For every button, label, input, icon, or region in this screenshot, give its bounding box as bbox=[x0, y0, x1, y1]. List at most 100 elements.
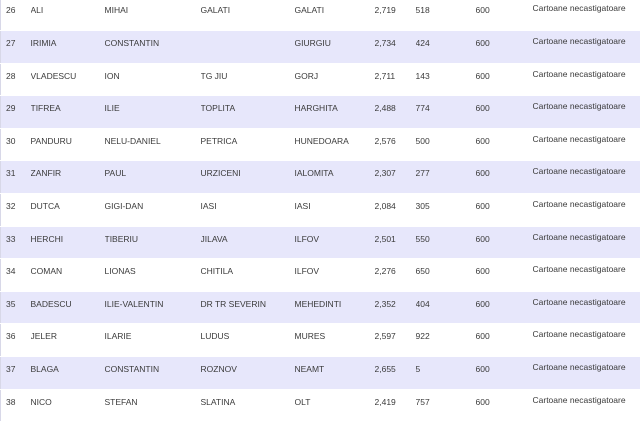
row-index-cell-text: 34 bbox=[6, 266, 16, 277]
status-cell-text: Cartoane necastigatoare bbox=[532, 264, 626, 275]
status-cell-text: Cartoane necastigatoare bbox=[532, 199, 626, 210]
locality-cell: TG JIU bbox=[200, 63, 295, 97]
rank-cell: 774 bbox=[415, 95, 476, 129]
locality-cell-text: URZICENI bbox=[200, 168, 241, 179]
county-cell: IASI bbox=[294, 193, 375, 227]
rank-cell-text: 143 bbox=[415, 70, 430, 81]
row-index-cell: 30 bbox=[0, 128, 31, 162]
county-cell: GIURGIU bbox=[294, 30, 375, 64]
locality-cell-text: CHITILA bbox=[200, 266, 234, 277]
last-name-cell: NICO bbox=[30, 389, 105, 423]
last-name-cell: VLADESCU bbox=[30, 63, 105, 97]
score-cell: 2,307 bbox=[374, 160, 416, 195]
status-cell: Cartoane necastigatoare bbox=[532, 389, 640, 423]
county-cell-text: GORJ bbox=[294, 70, 319, 81]
status-cell: Cartoane necastigatoare bbox=[532, 193, 640, 227]
row-index-cell-text: 33 bbox=[6, 233, 16, 244]
locality-cell: TOPLITA bbox=[200, 95, 295, 129]
first-name-cell-text: CONSTANTIN bbox=[104, 364, 160, 375]
amount-cell: 600 bbox=[475, 258, 533, 292]
row-index-cell-text: 28 bbox=[6, 70, 16, 81]
first-name-cell-text: CONSTANTIN bbox=[104, 38, 160, 49]
last-name-cell-text: NICO bbox=[30, 396, 52, 407]
locality-cell-text: PETRICA bbox=[200, 135, 238, 146]
rank-cell: 277 bbox=[415, 160, 476, 195]
first-name-cell-text: STEFAN bbox=[104, 396, 138, 407]
county-cell-text: ILFOV bbox=[294, 233, 320, 244]
locality-cell: JILAVA bbox=[200, 226, 295, 260]
county-cell: ILFOV bbox=[294, 226, 375, 260]
row-index-cell: 29 bbox=[0, 95, 31, 129]
first-name-cell-text: LIONAS bbox=[104, 266, 136, 277]
score-cell: 2,655 bbox=[374, 356, 416, 390]
score-cell: 2,488 bbox=[374, 95, 416, 129]
row-index-cell: 32 bbox=[0, 193, 31, 227]
first-name-cell: GIGI-DAN bbox=[104, 193, 201, 227]
county-cell-text: NEAMT bbox=[294, 364, 325, 375]
first-name-cell: NELU-DANIEL bbox=[104, 128, 201, 162]
row-index-cell: 37 bbox=[0, 356, 31, 390]
amount-cell: 600 bbox=[475, 128, 533, 162]
table-row: 36 JELER ILARIE LUDUS MURES 2,597 922 600 Cartoa… bbox=[0, 323, 640, 358]
table-row: 32 DUTCA GIGI-DAN IASI IASI 2,084 305 600 Cartoa… bbox=[0, 193, 640, 227]
rank-cell-text: 518 bbox=[415, 5, 430, 15]
score-cell-text: 2,711 bbox=[374, 70, 396, 81]
county-cell: IALOMITA bbox=[294, 160, 375, 195]
row-index-cell-text: 36 bbox=[6, 331, 16, 342]
locality-cell-text: JILAVA bbox=[200, 233, 228, 244]
last-name-cell: TIFREA bbox=[30, 95, 105, 129]
row-index-cell: 26 bbox=[0, 0, 31, 32]
status-cell-text: Cartoane necastigatoare bbox=[532, 3, 626, 13]
amount-cell: 600 bbox=[475, 30, 533, 64]
county-cell-text: MEHEDINTI bbox=[294, 298, 342, 309]
locality-cell-text: SLATINA bbox=[200, 396, 236, 407]
first-name-cell-text: ILIE bbox=[104, 103, 120, 114]
status-cell: Cartoane necastigatoare bbox=[532, 160, 640, 195]
last-name-cell-text: ZANFIR bbox=[30, 168, 62, 179]
score-cell-text: 2,734 bbox=[374, 38, 396, 49]
locality-cell-text: LUDUS bbox=[200, 331, 230, 342]
county-cell: ILFOV bbox=[294, 258, 375, 292]
first-name-cell: MIHAI bbox=[104, 0, 201, 32]
row-index-cell: 27 bbox=[0, 30, 31, 64]
locality-cell: PETRICA bbox=[200, 128, 295, 162]
row-index-cell: 34 bbox=[0, 258, 31, 292]
county-cell-text: GIURGIU bbox=[294, 38, 331, 49]
amount-cell-text: 600 bbox=[475, 331, 490, 342]
first-name-cell-text: ILARIE bbox=[104, 331, 132, 342]
score-cell-text: 2,352 bbox=[374, 298, 396, 309]
row-index-cell-text: 29 bbox=[6, 103, 16, 114]
first-name-cell: LIONAS bbox=[104, 258, 201, 292]
score-cell: 2,711 bbox=[374, 63, 416, 97]
locality-cell bbox=[200, 30, 295, 64]
status-cell: Cartoane necastigatoare bbox=[532, 258, 640, 292]
last-name-cell-text: COMAN bbox=[30, 266, 63, 277]
row-index-cell: 35 bbox=[0, 291, 31, 325]
county-cell-text: OLT bbox=[294, 396, 311, 407]
county-cell-text: ILFOV bbox=[294, 266, 320, 277]
status-cell: Cartoane necastigatoare bbox=[532, 323, 640, 358]
last-name-cell-text: PANDURU bbox=[30, 135, 72, 146]
score-cell-text: 2,419 bbox=[374, 396, 396, 407]
locality-cell-text: TOPLITA bbox=[200, 103, 236, 114]
table-row: 28 VLADESCU ION TG JIU GORJ 2,711 143 600 Cartoa… bbox=[0, 63, 640, 97]
rank-cell-text: 305 bbox=[415, 201, 430, 212]
status-cell: Cartoane necastigatoare bbox=[532, 30, 640, 64]
row-index-cell: 38 bbox=[0, 389, 31, 423]
amount-cell-text: 600 bbox=[475, 298, 490, 309]
status-cell-text: Cartoane necastigatoare bbox=[532, 133, 626, 144]
table-row: 37 BLAGA CONSTANTIN ROZNOV NEAMT 2,655 5 600 Car… bbox=[0, 356, 640, 390]
amount-cell: 600 bbox=[475, 193, 533, 227]
rank-cell: 550 bbox=[415, 226, 476, 260]
last-name-cell-text: DUTCA bbox=[30, 201, 60, 212]
amount-cell-text: 600 bbox=[475, 103, 490, 114]
locality-cell-text: GALATI bbox=[200, 5, 231, 15]
amount-cell: 600 bbox=[475, 291, 533, 325]
row-index-cell: 33 bbox=[0, 226, 31, 260]
first-name-cell-text: TIBERIU bbox=[104, 233, 139, 244]
status-cell-text: Cartoane necastigatoare bbox=[532, 231, 626, 242]
amount-cell-text: 600 bbox=[475, 5, 490, 15]
score-cell: 2,734 bbox=[374, 30, 416, 64]
